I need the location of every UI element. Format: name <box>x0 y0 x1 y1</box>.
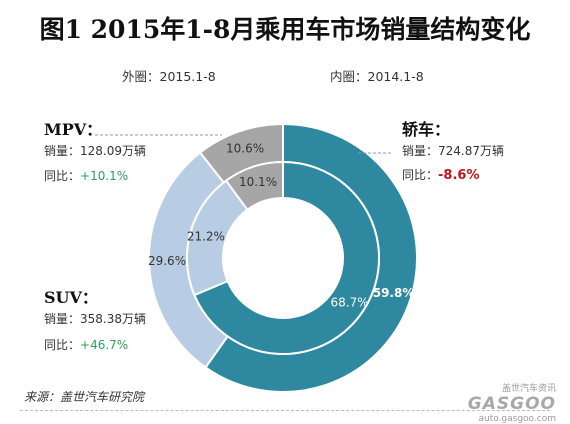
sedan-yoy-value: -8.6% <box>438 168 480 183</box>
inner-ring-caption: 内圈：2014.1-8 <box>330 69 424 84</box>
watermark-url: auto.gasgoo.com <box>478 414 556 424</box>
inner-ring-mpv-label: 10.1% <box>239 175 277 189</box>
sedan-sales: 销量：724.87万辆 <box>402 144 504 158</box>
mpv-yoy-prefix: 同比： <box>44 169 81 183</box>
chart-title: 图1 2015年1-8月乘用车市场销量结构变化 <box>39 15 531 44</box>
mpv-yoy-value: +10.1% <box>80 169 129 183</box>
inner-ring-mpv-slice <box>224 160 284 212</box>
mpv-yoy: 同比：+10.1% <box>44 167 128 184</box>
inner-ring-sedan-slice <box>193 160 380 355</box>
watermark-logo: GASGOO <box>467 394 556 414</box>
sedan-yoy-prefix: 同比： <box>402 168 439 182</box>
sedan-title: 轿车： <box>402 120 451 139</box>
source-note: 来源：盖世汽车研究院 <box>24 390 145 404</box>
footer-divider <box>20 410 550 411</box>
outer-ring-sedan-label: 59.8% <box>373 286 415 300</box>
suv-yoy-prefix: 同比： <box>44 338 81 352</box>
outer-ring-mpv-label: 10.6% <box>226 141 264 155</box>
inner-ring-suv-label: 21.2% <box>187 230 225 244</box>
suv-title: SUV： <box>44 288 98 307</box>
suv-sales: 销量：358.38万辆 <box>44 312 146 326</box>
suv-yoy: 同比：+46.7% <box>44 336 128 353</box>
outer-ring-caption: 外圈：2015.1-8 <box>122 69 216 84</box>
watermark-top: 盖世汽车资讯 <box>501 384 556 394</box>
mpv-sales: 销量：128.09万辆 <box>44 144 146 158</box>
suv-yoy-value: +46.7% <box>80 338 129 352</box>
inner-ring-sedan-label: 68.7% <box>331 295 369 309</box>
outer-ring-suv-label: 29.6% <box>148 254 186 268</box>
gasgoo-watermark: 盖世汽车资讯 GASGOO auto.gasgoo.com <box>468 381 556 424</box>
mpv-title: MPV： <box>44 120 103 139</box>
sedan-yoy: 同比：-8.6% <box>402 166 479 183</box>
